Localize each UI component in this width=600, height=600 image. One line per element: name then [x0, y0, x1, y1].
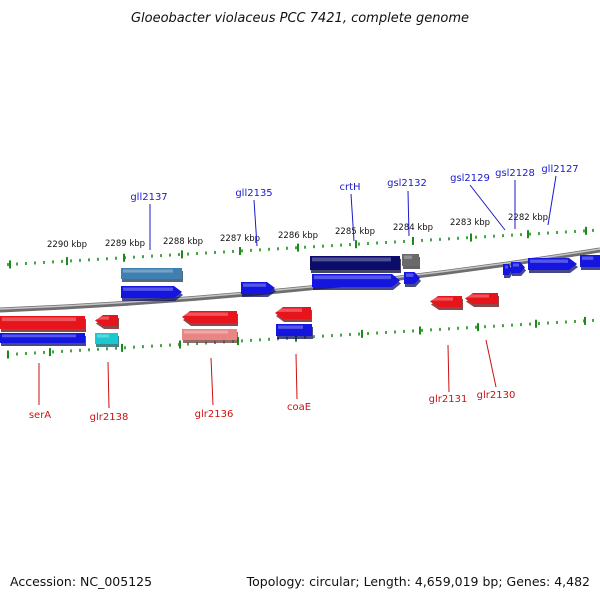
leader-glr2131 — [447, 344, 450, 393]
leader-gsl2132 — [407, 190, 410, 237]
gene-label-coaE: coaE — [287, 402, 311, 413]
gene-label-gsl2128: gsl2128 — [495, 168, 535, 179]
gene-arrow-crtH — [312, 274, 401, 290]
map-title: Gloeobacter violaceus PCC 7421, complete… — [131, 11, 469, 26]
gene-label-gll2137: gll2137 — [130, 192, 167, 203]
gene-label-gll2127: gll2127 — [541, 164, 578, 175]
gene-label-gll2135: gll2135 — [235, 188, 272, 199]
gene-box-serA — [0, 333, 86, 346]
gene-arrow-glr2136 — [182, 311, 238, 326]
gene-features — [0, 254, 600, 347]
gene-arrow-gsl2129 — [503, 264, 513, 278]
scale-label: 2289 kbp — [105, 239, 145, 249]
scale-labels: 2290 kbp 2289 kbp 2288 kbp 2287 kbp 2286 kbp… — [47, 213, 548, 250]
gene-arrow-glr2130 — [465, 293, 499, 307]
gene-arrow-serA — [0, 316, 86, 332]
gene-arrow-glr2131 — [430, 296, 463, 310]
gene-label-glr2138: glr2138 — [90, 412, 129, 423]
gene-arrow-coaE — [275, 307, 312, 322]
gene-arrow-gll2127 — [528, 258, 578, 273]
scale-label: 2283 kbp — [450, 218, 490, 228]
gene-arrow-gsl2132 — [404, 272, 421, 287]
gene-arrow-gsl2128 — [511, 262, 526, 276]
scale-label: 2287 kbp — [220, 234, 260, 244]
gene-arrow-offscreen — [580, 255, 600, 270]
gene-box-crtH — [310, 256, 401, 273]
gene-box-glr2138 — [95, 333, 119, 347]
gene-box-gsl2132 — [402, 254, 420, 269]
gene-label-glr2130: glr2130 — [477, 390, 516, 401]
leader-coaE — [295, 353, 298, 400]
scale-label: 2290 kbp — [47, 240, 87, 250]
gene-labels: gll2137 gll2135 crtH gsl2132 gsl2129 gsl2128 g… — [29, 164, 579, 423]
gene-label-gsl2129: gsl2129 — [450, 173, 490, 184]
leader-gll2127 — [547, 175, 557, 226]
gene-box-gll2137 — [121, 268, 183, 282]
gene-arrow-gll2137 — [121, 286, 183, 301]
genome-summary: Topology: circular; Length: 4,659,019 bp… — [246, 574, 590, 589]
gene-label-gsl2132: gsl2132 — [387, 178, 427, 189]
leader-gll2135 — [253, 199, 258, 247]
leader-crtH — [350, 193, 355, 242]
scale-label: 2286 kbp — [278, 231, 318, 241]
gene-box-coaE — [276, 324, 313, 339]
gene-label-crtH: crtH — [339, 182, 360, 193]
scale-label: 2285 kbp — [335, 227, 375, 237]
leader-gsl2129 — [469, 184, 506, 231]
scale-label: 2284 kbp — [393, 223, 433, 233]
scale-label: 2282 kbp — [508, 213, 548, 223]
leader-glr2136 — [210, 357, 214, 406]
gene-arrow-gll2135 — [241, 282, 276, 297]
upper-scale — [7, 226, 594, 269]
gene-box-glr2136 — [182, 329, 238, 343]
leader-glr2138 — [107, 361, 110, 409]
gene-arrow-glr2138 — [95, 315, 119, 329]
gene-label-serA: serA — [29, 410, 51, 421]
leader-glr2130 — [485, 339, 497, 388]
accession: Accession: NC_005125 — [10, 574, 152, 589]
gene-label-glr2131: glr2131 — [429, 394, 468, 405]
scale-label: 2288 kbp — [163, 237, 203, 247]
genome-backbone — [0, 247, 600, 313]
gene-label-glr2136: glr2136 — [195, 409, 234, 420]
label-leaders — [38, 175, 557, 409]
